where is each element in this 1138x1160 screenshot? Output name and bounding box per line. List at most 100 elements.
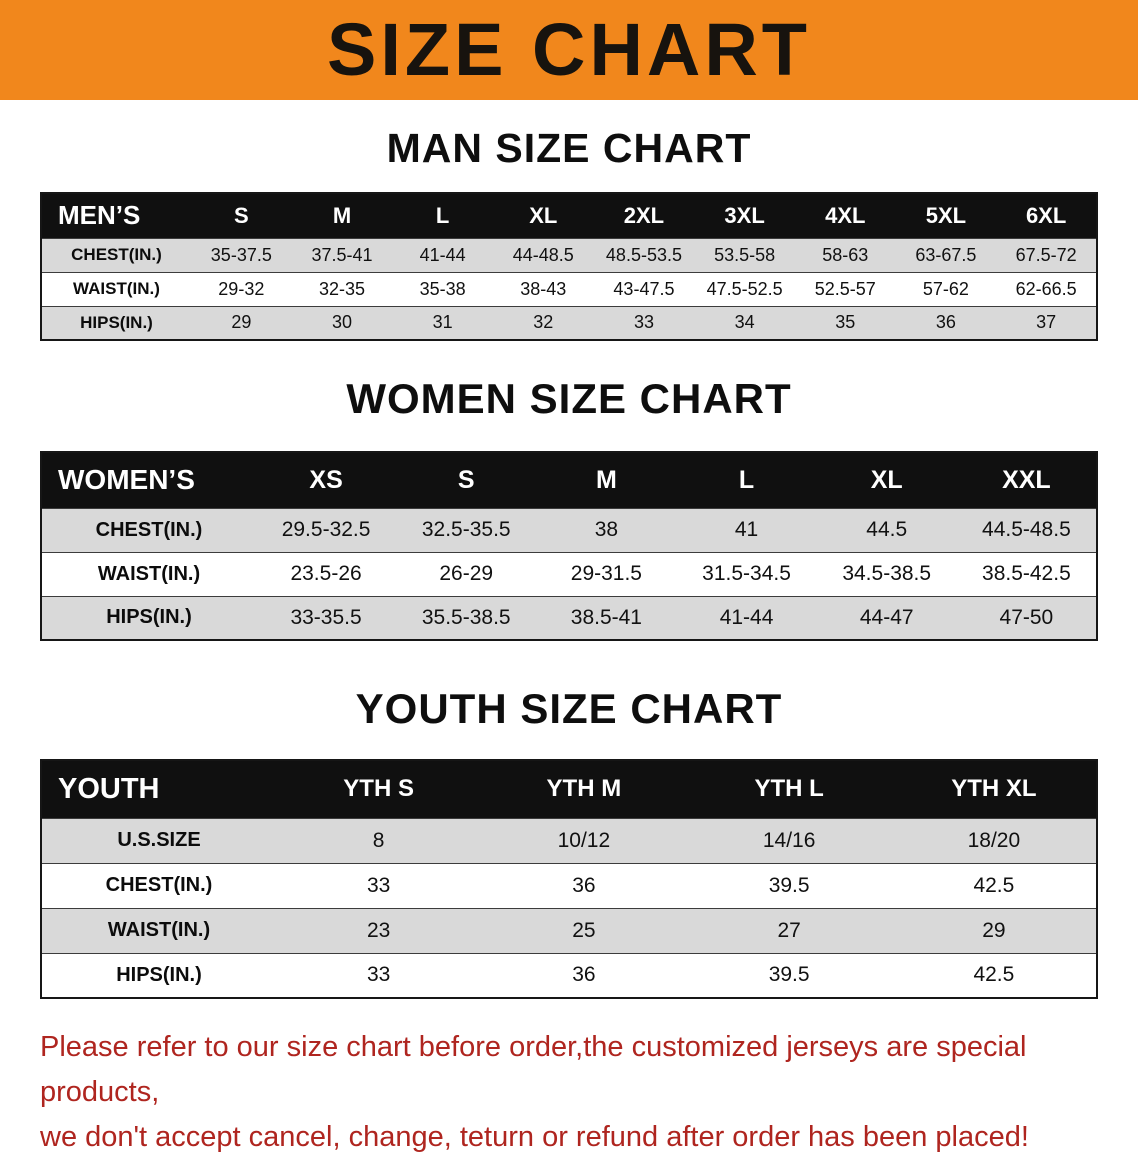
row-label-cell: HIPS(IN.) xyxy=(80,312,153,332)
size-header-cell: 4XL xyxy=(794,193,896,239)
table-row: CHEST(IN.) 35-37.5 37.5-41 41-44 44-48.5 48.5… xyxy=(41,238,1097,273)
row-label-cell: CHEST(IN.) xyxy=(95,518,203,541)
value-cell: 42.5 xyxy=(973,873,1015,897)
value-cell: 33 xyxy=(366,873,391,897)
value-cell: 34 xyxy=(734,312,755,333)
size-header-cell: S xyxy=(191,193,292,239)
size-header-cell: YTH XL xyxy=(891,760,1097,819)
women-section-heading: WOMEN SIZE CHART xyxy=(346,375,792,423)
value-cell: 33 xyxy=(633,312,654,333)
value-cell: 32 xyxy=(533,312,554,333)
table-row: WAIST(IN.) 23.5-26 26-29 29-31.5 31.5-34.5 34… xyxy=(41,552,1097,597)
row-label-cell: HIPS(IN.) xyxy=(116,963,202,986)
value-cell: 36 xyxy=(935,312,956,333)
value-cell: 35-38 xyxy=(419,278,466,299)
value-cell: 23.5-26 xyxy=(290,562,362,586)
size-header-cell: 5XL xyxy=(895,193,997,239)
size-header-cell: YTH S xyxy=(276,760,482,819)
size-header-cell: YTH M xyxy=(481,760,687,819)
value-cell: 44.5 xyxy=(866,518,908,542)
section-men: MAN SIZE CHART MEN’S S M L XL 2XL 3XL 4XL 5XL 6XL… xyxy=(0,125,1138,342)
value-cell: 30 xyxy=(331,312,352,333)
row-label-cell: CHEST(IN.) xyxy=(71,245,162,265)
value-cell: 29 xyxy=(982,918,1006,942)
value-cell: 29 xyxy=(231,312,252,333)
value-cell: 36 xyxy=(572,873,596,897)
value-cell: 43-47.5 xyxy=(613,278,675,299)
value-cell: 32.5-35.5 xyxy=(421,518,511,542)
value-cell: 35-37.5 xyxy=(210,244,272,265)
table-row: HIPS(IN.) 33-35.5 35.5-38.5 38.5-41 41-44 44-… xyxy=(41,596,1097,641)
value-cell: 57-62 xyxy=(922,278,969,299)
value-cell: 26-29 xyxy=(439,562,494,586)
value-cell: 39.5 xyxy=(768,873,810,897)
value-cell: 10/12 xyxy=(557,828,611,852)
row-label-cell: CHEST(IN.) xyxy=(105,874,213,897)
table-title-cell: YOUTH xyxy=(41,760,276,819)
women-size-table: WOMEN’S XS S M L XL XXL CHEST(IN.) 29.5-32.5 32.5… xyxy=(40,451,1098,642)
table-row: HIPS(IN.) 33 36 39.5 42.5 xyxy=(41,953,1097,999)
size-header-cell: XL xyxy=(492,193,594,239)
row-label-cell: WAIST(IN.) xyxy=(73,279,160,299)
value-cell: 58-63 xyxy=(822,244,869,265)
value-cell: 39.5 xyxy=(768,963,810,987)
value-cell: 29-32 xyxy=(218,278,265,299)
size-header-cell: L xyxy=(676,452,817,509)
value-cell: 47-50 xyxy=(999,605,1054,629)
value-cell: 67.5-72 xyxy=(1015,244,1077,265)
table-title-cell: WOMEN’S xyxy=(41,452,256,509)
value-cell: 27 xyxy=(777,918,801,942)
size-header-cell: XXL xyxy=(956,452,1097,509)
value-cell: 38.5-42.5 xyxy=(982,562,1071,586)
value-cell: 35 xyxy=(835,312,856,333)
size-header-cell: YTH L xyxy=(686,760,892,819)
row-label-cell: U.S.SIZE xyxy=(117,829,201,852)
value-cell: 44-47 xyxy=(859,605,914,629)
value-cell: 33 xyxy=(366,963,391,987)
size-header-cell: S xyxy=(396,452,537,509)
header-row: WOMEN’S XS S M L XL XXL xyxy=(41,452,1097,509)
value-cell: 38-43 xyxy=(520,278,567,299)
note-line-2: we don't accept cancel, change, teturn o… xyxy=(40,1121,1029,1154)
value-cell: 38.5-41 xyxy=(570,605,642,629)
value-cell: 33-35.5 xyxy=(290,605,362,629)
value-cell: 48.5-53.5 xyxy=(605,244,682,265)
size-header-cell: 6XL xyxy=(996,193,1097,239)
value-cell: 41-44 xyxy=(719,605,774,629)
section-youth: YOUTH SIZE CHART YOUTH YTH S YTH M YTH L YTH… xyxy=(0,687,1138,1000)
size-header-cell: XL xyxy=(816,452,957,509)
value-cell: 37.5-41 xyxy=(311,244,373,265)
size-header-cell: L xyxy=(392,193,493,239)
table-row: CHEST(IN.) 33 36 39.5 42.5 xyxy=(41,863,1097,909)
value-cell: 32-35 xyxy=(318,278,365,299)
size-header-cell: M xyxy=(536,452,677,509)
youth-size-table: YOUTH YTH S YTH M YTH L YTH XL U.S.SIZE 8 10/12… xyxy=(40,759,1098,1000)
value-cell: 29.5-32.5 xyxy=(281,518,371,542)
value-cell: 35.5-38.5 xyxy=(421,605,511,629)
value-cell: 41 xyxy=(734,518,759,542)
value-cell: 63-67.5 xyxy=(915,244,977,265)
value-cell: 36 xyxy=(572,963,596,987)
value-cell: 18/20 xyxy=(967,828,1021,852)
table-row: WAIST(IN.) 23 25 27 29 xyxy=(41,908,1097,954)
men-section-heading: MAN SIZE CHART xyxy=(386,125,752,171)
header-row: MEN’S S M L XL 2XL 3XL 4XL 5XL 6XL xyxy=(41,193,1097,239)
banner: SIZE CHART xyxy=(0,0,1138,100)
table-row: U.S.SIZE 8 10/12 14/16 18/20 xyxy=(41,818,1097,864)
section-women: WOMEN SIZE CHART WOMEN’S XS S M L XL XXL CHEST(… xyxy=(0,375,1138,642)
row-label-cell: HIPS(IN.) xyxy=(106,606,192,629)
value-cell: 34.5-38.5 xyxy=(842,562,932,586)
value-cell: 31 xyxy=(432,312,453,333)
row-label-cell: WAIST(IN.) xyxy=(107,919,211,942)
size-header-cell: 2XL xyxy=(593,193,695,239)
size-header-cell: 3XL xyxy=(694,193,795,239)
value-cell: 14/16 xyxy=(762,828,816,852)
table-row: HIPS(IN.) 29 30 31 32 33 34 35 36 37 xyxy=(41,306,1097,341)
note-line-1: Please refer to our size chart before or… xyxy=(40,1031,1027,1109)
value-cell: 8 xyxy=(372,828,385,852)
table-title-cell: MEN’S xyxy=(41,193,191,239)
table-row: WAIST(IN.) 29-32 32-35 35-38 38-43 43-47.5 47.… xyxy=(41,272,1097,307)
size-header-cell: XS xyxy=(256,452,397,509)
value-cell: 52.5-57 xyxy=(814,278,876,299)
